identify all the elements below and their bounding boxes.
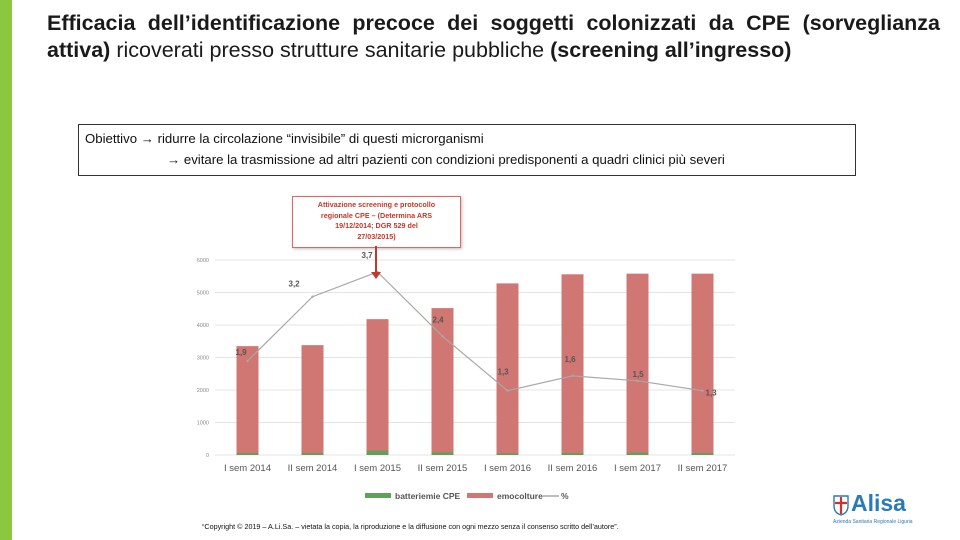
batteriemie-bar: [626, 452, 649, 455]
batteriemie-bar: [431, 452, 454, 455]
emocolture-bar: [691, 273, 714, 455]
emocolture-bar: [431, 308, 454, 455]
objective-line-1: Obiettivo → ridurre la circolazione “inv…: [85, 131, 484, 146]
y-tick-label: 4000: [197, 323, 209, 329]
callout-line: regionale CPE – (Determina ARS: [320, 210, 433, 220]
x-tick-label: I sem 2016: [484, 463, 531, 474]
legend-label-percent: %: [561, 491, 569, 501]
percent-data-label: 3,7: [362, 251, 374, 260]
title-part2: ricoverati presso strutture sanitarie pu…: [116, 38, 545, 62]
emocolture-bar: [236, 346, 259, 455]
screening-callout: Attivazione screening e protocollo regio…: [292, 196, 461, 248]
legend-label-emocolture: emocolture: [497, 491, 543, 501]
percent-point: [571, 374, 574, 378]
emocolture-bar: [626, 273, 649, 455]
objective-label: Obiettivo: [85, 131, 138, 146]
percent-data-label: 1,5: [633, 370, 645, 379]
objective-text-1: ridurre la circolazione “invisibile” di …: [157, 131, 484, 146]
legend-label-batteriemie: batteriemie CPE: [395, 491, 461, 501]
page-title: Efficacia dell’identificazione precoce d…: [47, 10, 940, 64]
y-tick-label: 3000: [197, 356, 209, 362]
percent-data-label: 1,3: [706, 389, 718, 398]
callout-text: Attivazione screening e protocollo regio…: [293, 197, 460, 242]
callout-line: 19/12/2014; DGR 529 del: [335, 221, 418, 230]
percent-data-label: 3,2: [289, 280, 301, 289]
logo-subtitle: Azienda Sanitaria Regionale Liguria: [833, 519, 913, 525]
emocolture-bar: [496, 283, 519, 455]
percent-point: [636, 379, 639, 383]
percent-data-label: 1,9: [236, 348, 248, 357]
batteriemie-bar: [236, 453, 259, 455]
y-tick-label: 6000: [197, 258, 209, 264]
arrow-right-icon: →: [140, 131, 154, 146]
x-tick-label: II sem 2017: [678, 463, 728, 474]
percent-data-label: 2,4: [433, 315, 445, 324]
percent-data-label: 1,3: [498, 368, 510, 377]
objective-box: Obiettivo → ridurre la circolazione “inv…: [78, 124, 856, 176]
legend-swatch-batteriemie: [365, 493, 391, 498]
batteriemie-bar: [691, 453, 714, 455]
percent-point: [701, 389, 704, 392]
y-tick-label: 2000: [197, 388, 209, 394]
alisa-logo: Alisa Azienda Sanitaria Regionale Liguri…: [833, 490, 923, 528]
x-tick-label: I sem 2017: [614, 463, 661, 474]
batteriemie-bar: [561, 453, 584, 455]
callout-arrow: [375, 246, 377, 274]
percent-data-label: 1,6: [565, 355, 577, 364]
percent-point: [506, 389, 509, 392]
percent-line: [247, 271, 703, 392]
y-tick-label: 0: [206, 453, 209, 459]
callout-arrow-head: [371, 272, 381, 279]
arrow-right-icon: →: [167, 152, 181, 167]
callout-line: Attivazione screening e protocollo: [317, 200, 436, 209]
objective-line-2: → evitare la trasmissione ad altri pazie…: [167, 152, 725, 167]
title-part1: Efficacia dell’identificazione precoce d…: [47, 11, 940, 62]
copyright-notice: “Copyright © 2019 – A.Li.Sa. – vietata l…: [202, 522, 619, 531]
x-tick-label: II sem 2014: [288, 463, 338, 474]
batteriemie-bar: [366, 450, 389, 455]
title-part3: (screening all’ingresso): [544, 38, 792, 62]
logo-text: Alisa: [851, 490, 906, 516]
y-tick-label: 1000: [197, 421, 209, 427]
y-tick-label: 5000: [197, 291, 209, 297]
batteriemie-bar: [496, 453, 519, 455]
x-tick-label: II sem 2016: [548, 463, 598, 474]
percent-point: [311, 295, 314, 298]
callout-line: 27/03/2015): [357, 231, 396, 241]
x-tick-label: I sem 2015: [354, 463, 401, 474]
x-tick-label: II sem 2015: [418, 463, 468, 474]
objective-text-2: evitare la trasmissione ad altri pazient…: [183, 152, 725, 167]
emocolture-bar: [301, 345, 324, 455]
percent-point: [441, 335, 444, 338]
x-tick-label: I sem 2014: [224, 463, 271, 474]
accent-bar: [0, 0, 12, 540]
emocolture-bar: [561, 274, 584, 455]
emocolture-bar: [366, 319, 389, 455]
legend-swatch-emocolture: [467, 493, 493, 498]
shield-icon: [833, 495, 849, 516]
batteriemie-bar: [301, 453, 324, 455]
percent-point: [246, 359, 249, 363]
